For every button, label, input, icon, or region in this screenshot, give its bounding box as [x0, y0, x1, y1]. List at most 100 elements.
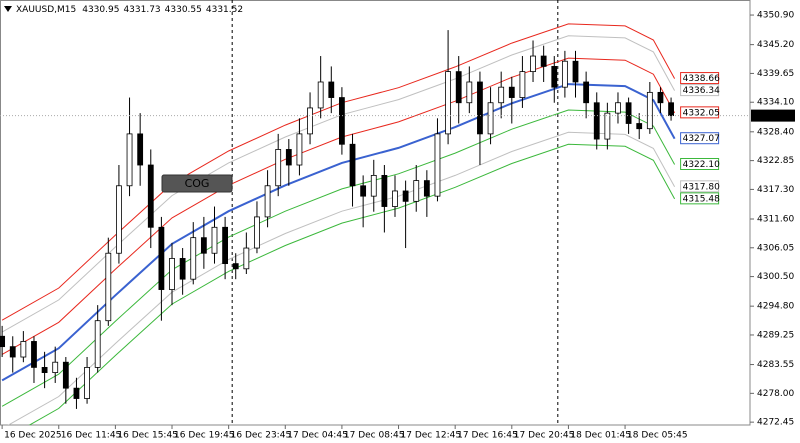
candle-body — [561, 60, 568, 88]
candle-body — [615, 102, 621, 114]
candle-body — [20, 341, 27, 358]
y-tick-label: 4339.65 — [757, 69, 794, 79]
candle-body — [116, 185, 122, 254]
candle-body — [508, 86, 515, 98]
x-tick-label: 17 Dec 04:45 — [287, 431, 348, 441]
candle-body — [434, 133, 441, 197]
cog-band-line — [1, 83, 676, 382]
cog-band-line — [1, 35, 676, 333]
candle-body — [423, 180, 430, 197]
y-tick-label: 4294.80 — [757, 302, 794, 312]
candle-body — [190, 237, 197, 280]
candle-body — [211, 226, 218, 254]
x-tick-label: 17 Dec 08:45 — [344, 431, 405, 441]
y-tick-label: 4300.50 — [757, 272, 794, 282]
symbol: XAUUSD,M15 — [16, 5, 76, 15]
candle-body — [530, 55, 536, 73]
candle-body — [243, 247, 250, 270]
header-low: 4330.55 — [165, 5, 202, 15]
y-tick-label: 4334.10 — [757, 98, 794, 108]
candle-body — [84, 366, 90, 399]
candle-body — [519, 71, 526, 98]
candle-body — [455, 71, 462, 104]
candle-body — [381, 174, 388, 207]
x-tick-label: 18 Dec 05:45 — [627, 431, 688, 441]
band-end-label: 4322.10 — [683, 160, 720, 170]
x-tick-label: 16 Dec 2025 — [4, 431, 62, 441]
y-tick-label: 4328.40 — [757, 127, 794, 137]
candle-body — [41, 366, 48, 373]
candle-body — [307, 107, 313, 135]
band-end-label-box — [680, 84, 720, 97]
candle-body — [636, 123, 643, 130]
band-end-label: 4327.07 — [683, 134, 720, 144]
x-tick-label: 18 Dec 01:45 — [570, 431, 631, 441]
candle-body — [73, 387, 80, 399]
band-end-label: 4332.05 — [683, 108, 720, 118]
candle-body — [477, 81, 483, 135]
y-tick-label: 4289.25 — [757, 330, 794, 340]
candle-body — [646, 91, 653, 130]
plot-frame — [0, 0, 751, 426]
chart-header: XAUUSD,M15 4330.95 4331.73 4330.55 4331.52 — [16, 5, 243, 15]
y-tick-label: 4278.00 — [757, 389, 794, 399]
candle-body — [328, 81, 335, 98]
plot-area — [0, 0, 750, 425]
y-tick-label: 4350.90 — [757, 11, 794, 21]
candle-body — [285, 149, 292, 166]
candle-body — [487, 102, 494, 135]
candle-body — [668, 102, 674, 117]
candle-body — [0, 335, 6, 348]
candle-body — [147, 164, 154, 228]
candle-body — [360, 185, 367, 197]
candle-body — [657, 91, 664, 104]
candle-body — [52, 361, 59, 373]
current-price-label: 4331.52 — [755, 111, 792, 121]
candle-body — [466, 81, 473, 104]
band-end-label-box — [680, 192, 720, 205]
y-tick-label: 4306.05 — [757, 243, 794, 253]
band-end-label-box — [680, 180, 720, 193]
band-end-label-box — [680, 157, 720, 170]
candle-body — [62, 361, 69, 389]
band-end-label-box — [680, 72, 720, 85]
band-end-label-box — [680, 106, 720, 119]
x-tick-label: 16 Dec 11:45 — [61, 431, 122, 441]
candle-body — [94, 320, 101, 368]
candle-body — [551, 66, 558, 88]
header-open: 4330.95 — [82, 5, 119, 15]
symbol-menu-arrow[interactable] — [4, 6, 12, 12]
candle-body — [31, 341, 37, 368]
cog-band-line — [1, 23, 676, 321]
cog-band-line — [1, 57, 676, 355]
candle-body — [9, 346, 16, 358]
x-tick-label: 16 Dec 23:45 — [231, 431, 292, 441]
candle-body — [392, 190, 398, 207]
candle-body — [296, 133, 303, 166]
current-price-box — [751, 109, 795, 122]
indicator-label-box — [161, 174, 233, 193]
y-tick-label: 4345.20 — [757, 40, 794, 50]
candle-body — [232, 263, 239, 270]
candle-body — [126, 133, 133, 187]
band-end-label-box — [680, 132, 720, 145]
candle-body — [349, 143, 356, 187]
header-close: 4331.52 — [206, 5, 243, 15]
y-tick-label: 4322.85 — [757, 156, 794, 166]
x-tick-label: 17 Dec 12:45 — [401, 431, 462, 441]
candle-body — [105, 252, 112, 322]
band-end-label: 4338.66 — [683, 74, 720, 84]
indicator-label: COG — [185, 177, 210, 190]
cog-band-line — [7, 131, 676, 425]
candle-body — [370, 174, 377, 197]
candle-body — [583, 81, 590, 104]
band-end-label: 4336.34 — [683, 86, 720, 96]
candle-body — [540, 55, 547, 67]
x-tick-label: 17 Dec 16:45 — [457, 431, 518, 441]
candle-body — [200, 237, 207, 254]
cog-band-line — [28, 143, 676, 425]
candle-body — [413, 180, 420, 202]
x-tick-label: 17 Dec 20:45 — [514, 431, 575, 441]
candle-body — [402, 190, 409, 202]
